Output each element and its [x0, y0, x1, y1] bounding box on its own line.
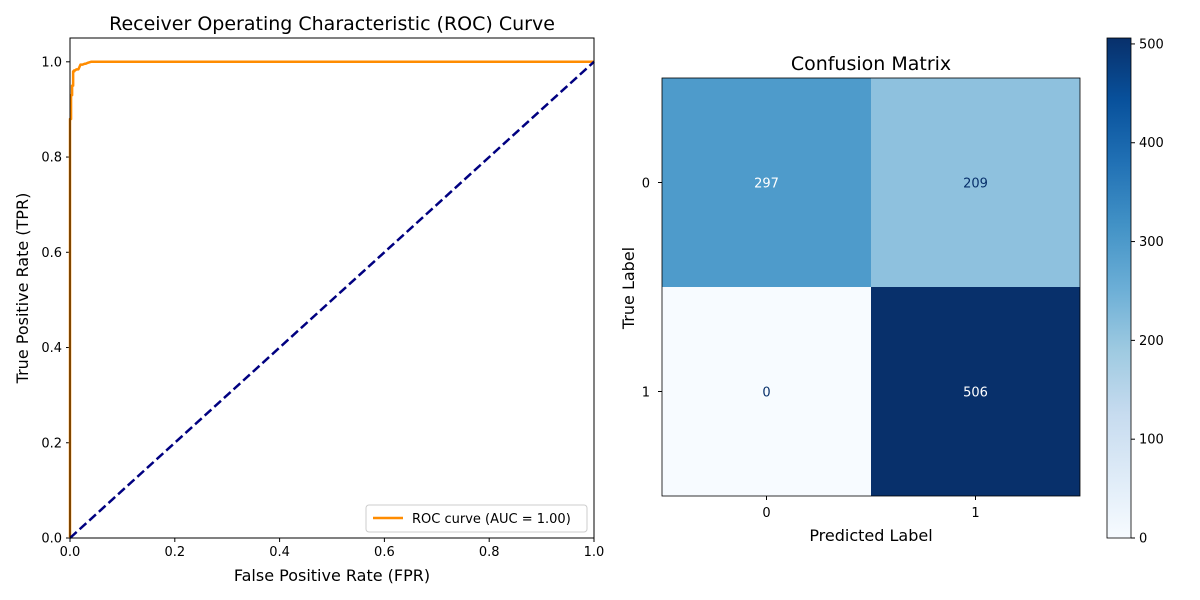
- roc-x-tick-label: 0.4: [269, 545, 290, 560]
- colorbar: 0 100 200 300 400 500: [1106, 37, 1164, 547]
- confusion-matrix-cell: [662, 287, 871, 496]
- confusion-matrix-x-tick-label: 1: [971, 506, 979, 521]
- roc-plot-frame: [69, 37, 595, 539]
- roc-x-tick-label: 1.0: [584, 545, 605, 560]
- roc-ticks: 0.0 0.2 0.4 0.6 0.8 1.0 0.0 0.2 0.4 0.6 0.8 1.0: [41, 55, 604, 560]
- roc-x-tick-label: 0.8: [479, 545, 500, 560]
- roc-title: Receiver Operating Characteristic (ROC) …: [109, 13, 555, 35]
- confusion-matrix-cell-value: 209: [963, 177, 988, 192]
- roc-y-tick-label: 0.0: [41, 532, 62, 547]
- roc-legend-box: [365, 504, 588, 533]
- confusion-matrix-title: Confusion Matrix: [791, 53, 951, 75]
- colorbar-tick-label: 400: [1139, 136, 1164, 151]
- confusion-matrix-cell-value: 506: [963, 386, 988, 401]
- roc-y-tick-label: 0.4: [41, 341, 62, 356]
- roc-chart: Receiver Operating Characteristic (ROC) …: [13, 13, 604, 585]
- roc-x-tick-label: 0.6: [374, 545, 395, 560]
- confusion-matrix-y-axis-label: True Label: [619, 247, 638, 330]
- confusion-matrix-ticks: 0 1 0 1: [642, 177, 980, 522]
- confusion-matrix-y-tick-label: 0: [642, 177, 650, 192]
- roc-series: [68, 60, 595, 539]
- roc-y-axis-label: True Positive Rate (TPR): [13, 193, 32, 385]
- roc-x-tick-label: 0.2: [164, 545, 185, 560]
- colorbar-tick-label: 200: [1139, 334, 1164, 349]
- colorbar-gradient: [1106, 37, 1132, 539]
- confusion-matrix-cell: [662, 78, 871, 287]
- colorbar-tick-label: 0: [1139, 532, 1147, 547]
- confusion-matrix-cells: 297 209 0 506: [662, 78, 1080, 496]
- roc-y-tick-label: 0.8: [41, 151, 62, 166]
- confusion-matrix-frame: [661, 77, 1081, 497]
- colorbar-ticks: 0 100 200 300 400 500: [1131, 37, 1164, 547]
- roc-curve-line: [68, 60, 594, 538]
- confusion-matrix-cell-value: 0: [762, 386, 770, 401]
- roc-legend-entry: ROC curve (AUC = 1.00): [412, 512, 571, 527]
- colorbar-tick-label: 300: [1139, 235, 1164, 250]
- roc-y-tick-label: 1.0: [41, 55, 62, 70]
- confusion-matrix-x-axis-label: Predicted Label: [809, 526, 932, 545]
- colorbar-tick-label: 500: [1139, 37, 1164, 52]
- roc-gridless-plot: 0.0 0.2 0.4 0.6 0.8 1.0 0.0 0.2 0.4 0.6 0.8 1.0: [41, 37, 604, 560]
- roc-legend: ROC curve (AUC = 1.00): [365, 504, 588, 533]
- confusion-matrix-cell: [871, 78, 1080, 287]
- roc-y-tick-label: 0.6: [41, 246, 62, 261]
- confusion-matrix-y-tick-label: 1: [642, 386, 650, 401]
- roc-random-baseline-line: [69, 60, 595, 539]
- roc-x-axis-label: False Positive Rate (FPR): [234, 566, 430, 585]
- confusion-matrix-cell-value: 297: [754, 177, 779, 192]
- roc-y-tick-label: 0.2: [41, 436, 62, 451]
- confusion-matrix-x-tick-label: 0: [762, 506, 770, 521]
- colorbar-tick-label: 100: [1139, 433, 1164, 448]
- confusion-matrix-chart: Confusion Matrix 297 209 0 506 0 1 0 1 Predict…: [619, 37, 1164, 546]
- confusion-matrix-cell: [871, 287, 1080, 496]
- roc-x-tick-label: 0.0: [60, 545, 81, 560]
